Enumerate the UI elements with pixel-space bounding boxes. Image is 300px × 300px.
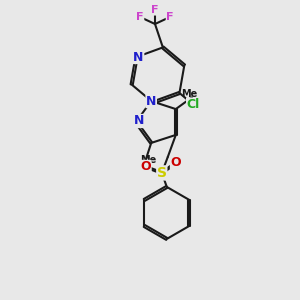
Text: O: O bbox=[170, 156, 181, 170]
Text: F: F bbox=[166, 12, 174, 22]
Text: F: F bbox=[136, 12, 144, 22]
Text: F: F bbox=[151, 5, 159, 15]
Text: Me: Me bbox=[140, 155, 156, 165]
Text: Cl: Cl bbox=[187, 98, 200, 111]
Text: Me: Me bbox=[181, 89, 197, 99]
Text: N: N bbox=[146, 94, 156, 108]
Text: N: N bbox=[134, 50, 144, 64]
Text: O: O bbox=[140, 160, 151, 173]
Text: N: N bbox=[134, 115, 144, 128]
Text: S: S bbox=[157, 166, 167, 180]
